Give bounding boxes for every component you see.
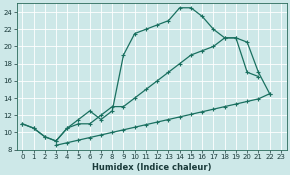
X-axis label: Humidex (Indice chaleur): Humidex (Indice chaleur) [92,163,211,172]
